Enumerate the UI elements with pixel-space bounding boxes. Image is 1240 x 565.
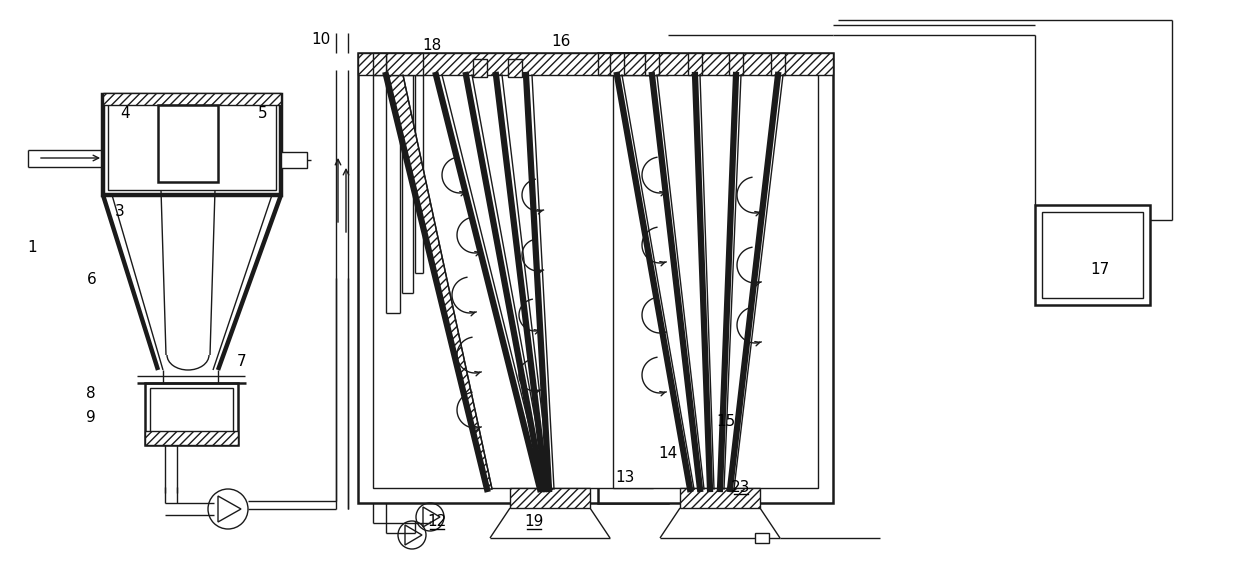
Polygon shape bbox=[386, 75, 492, 489]
Text: 13: 13 bbox=[615, 470, 635, 485]
Bar bbox=[755, 533, 769, 543]
Text: 17: 17 bbox=[1090, 263, 1110, 277]
Bar bbox=[150, 388, 233, 440]
Bar bbox=[688, 53, 702, 75]
Text: 18: 18 bbox=[423, 37, 441, 53]
Bar bbox=[680, 488, 760, 508]
Bar bbox=[386, 53, 423, 75]
Bar bbox=[610, 53, 624, 75]
Text: 19: 19 bbox=[525, 515, 543, 529]
Bar bbox=[598, 53, 833, 75]
Text: 14: 14 bbox=[658, 445, 677, 460]
Text: 4: 4 bbox=[120, 106, 130, 120]
Bar bbox=[645, 53, 658, 75]
Text: 9: 9 bbox=[86, 410, 95, 424]
Bar bbox=[145, 431, 238, 445]
Text: 15: 15 bbox=[717, 415, 735, 429]
Bar bbox=[1042, 212, 1143, 298]
Text: 8: 8 bbox=[87, 385, 95, 401]
Bar bbox=[157, 105, 218, 182]
Bar bbox=[508, 59, 522, 77]
Text: 10: 10 bbox=[311, 33, 331, 47]
Bar bbox=[281, 152, 308, 168]
Text: 1: 1 bbox=[27, 240, 37, 254]
Text: 5: 5 bbox=[258, 106, 268, 120]
Text: 7: 7 bbox=[237, 354, 247, 370]
Bar bbox=[510, 488, 590, 508]
Text: 16: 16 bbox=[552, 34, 570, 50]
Text: 12: 12 bbox=[428, 515, 446, 529]
Text: 23: 23 bbox=[732, 480, 750, 494]
Bar bbox=[1035, 205, 1149, 305]
Text: 3: 3 bbox=[115, 205, 125, 219]
Bar bbox=[373, 68, 653, 488]
Bar bbox=[358, 53, 668, 503]
Bar bbox=[771, 53, 785, 75]
Bar bbox=[729, 53, 743, 75]
Bar bbox=[103, 95, 281, 195]
Bar bbox=[145, 383, 238, 445]
Bar bbox=[472, 59, 487, 77]
Bar bbox=[598, 53, 833, 503]
Bar bbox=[103, 93, 281, 105]
Bar bbox=[108, 100, 277, 190]
Bar bbox=[613, 68, 818, 488]
Text: 6: 6 bbox=[87, 272, 97, 288]
Bar bbox=[373, 53, 386, 75]
Bar bbox=[358, 53, 668, 75]
